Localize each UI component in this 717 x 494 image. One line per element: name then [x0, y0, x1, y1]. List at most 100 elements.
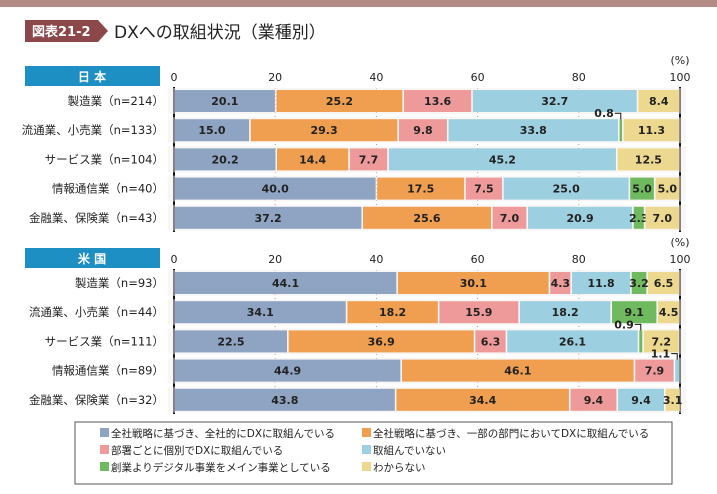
value-label: 4.5 — [659, 306, 679, 319]
callout-line — [614, 112, 622, 120]
value-label: 25.6 — [413, 212, 440, 225]
value-label: 18.2 — [379, 306, 406, 319]
value-label: 45.2 — [489, 153, 516, 166]
panel-us: 米 国 (%) 0 20 40 60 80 100 製造業（n=93） 44.1 30.1 4.3 11… — [25, 236, 691, 414]
bar-segment — [655, 177, 680, 200]
tick-label: 0 — [171, 253, 178, 266]
bar-segment — [401, 359, 634, 382]
value-label: 18.2 — [552, 306, 579, 319]
value-label: 9.8 — [413, 124, 433, 137]
value-label: 43.8 — [271, 394, 298, 407]
bar-segment — [503, 177, 629, 200]
legend-swatch — [362, 428, 371, 437]
bar-segment — [645, 206, 680, 229]
bar-segment — [377, 177, 465, 200]
value-label: 3.2 — [629, 277, 649, 290]
value-label: 33.8 — [520, 124, 547, 137]
legend-label: 部署ごとに個別でDXに取組んでいる — [111, 444, 283, 457]
tick-label: 40 — [369, 253, 383, 266]
bar-segment — [396, 388, 569, 411]
bar-segment — [174, 177, 376, 200]
value-label: 29.3 — [310, 124, 337, 137]
value-label: 34.4 — [469, 394, 496, 407]
bar-segment — [665, 388, 680, 411]
value-label: 26.1 — [559, 335, 586, 348]
category-label: 金融業、保険業（n=43） — [29, 211, 164, 225]
bar-segment — [174, 206, 362, 229]
bar-segment — [507, 330, 638, 353]
value-label: 0.9 — [614, 318, 634, 331]
value-label: 1.1 — [651, 348, 671, 361]
value-label: 11.3 — [638, 124, 665, 137]
tick-label: 80 — [572, 71, 586, 84]
panel-japan: 日 本 (%) 0 20 40 60 80 100 製造業（n=214） 20.1 25.2 13.6… — [22, 54, 691, 232]
value-label: 7.0 — [653, 212, 673, 225]
bar-segment — [174, 359, 401, 382]
legend-label: 取組んでいない — [373, 444, 446, 457]
bar-segment — [174, 272, 397, 294]
bar-segment — [404, 90, 472, 112]
value-label: 25.2 — [326, 95, 353, 108]
figure-badge: 図表21-2 — [25, 20, 108, 42]
panel-title: 日 本 — [78, 69, 106, 84]
figure-badge-text: 図表21-2 — [32, 24, 91, 40]
value-label: 6.3 — [481, 335, 501, 348]
category-label: 金融業、保険業（n=32） — [29, 393, 164, 407]
legend-swatch — [362, 445, 371, 454]
value-label: 34.1 — [247, 306, 274, 319]
value-label: 25.0 — [553, 183, 580, 196]
value-label: 15.9 — [465, 306, 492, 319]
value-label: 46.1 — [504, 365, 531, 378]
callout-line — [634, 323, 642, 331]
bar-segment — [347, 301, 438, 324]
panel-header — [25, 66, 160, 86]
bar-segment — [638, 90, 680, 112]
bar-segment — [277, 148, 349, 171]
panel-header — [25, 248, 160, 268]
tick-label: 20 — [268, 253, 282, 266]
category-label: 流通業、小売業（n=133） — [22, 123, 164, 137]
bar-segment — [550, 272, 571, 294]
value-label: 7.7 — [359, 153, 379, 166]
value-label: 9.4 — [584, 394, 604, 407]
value-label: 44.9 — [274, 365, 301, 378]
tick-label: 60 — [471, 71, 485, 84]
bar-segment — [174, 148, 276, 171]
legend-swatch — [100, 428, 109, 437]
value-label: 7.0 — [500, 212, 520, 225]
legend-swatch — [100, 445, 109, 454]
bar-segment — [363, 206, 491, 229]
bar-segment — [288, 330, 474, 353]
value-label: 2.3 — [629, 212, 649, 225]
category-label: サービス業（n=111） — [45, 334, 164, 348]
bar-segment — [388, 148, 616, 171]
bar-segment — [519, 301, 611, 324]
value-label: 20.9 — [566, 212, 593, 225]
value-label: 40.0 — [262, 183, 289, 196]
legend: 全社戦略に基づき、全社的にDXに取組んでいる 全社戦略に基づき、一部の部門において… — [74, 421, 673, 485]
value-label: 8.4 — [649, 95, 669, 108]
bar-segment — [472, 90, 637, 112]
category-label: 製造業（n=93） — [75, 276, 164, 290]
category-label: 情報通信業（n=40） — [52, 182, 164, 196]
bar-segment — [250, 119, 398, 142]
value-label: 44.1 — [272, 277, 299, 290]
bar-segment — [398, 119, 447, 142]
bar-segment — [276, 90, 403, 112]
legend-label: 創業よりデジタル事業をメイン事業としている — [111, 461, 331, 474]
tick-label: 0 — [171, 71, 178, 84]
bar-segment — [349, 148, 388, 171]
bar-segment — [448, 119, 618, 142]
value-label: 22.5 — [217, 335, 244, 348]
bar-segment — [617, 148, 680, 171]
bar-segment — [397, 272, 549, 294]
legend-swatch — [100, 462, 109, 471]
bar-segment — [465, 177, 503, 200]
value-label: 12.5 — [635, 153, 662, 166]
bar-segment — [570, 388, 617, 411]
value-label: 7.5 — [474, 183, 494, 196]
bar-segment — [492, 206, 527, 229]
bar-segment — [611, 301, 657, 324]
value-label: 6.5 — [654, 277, 674, 290]
